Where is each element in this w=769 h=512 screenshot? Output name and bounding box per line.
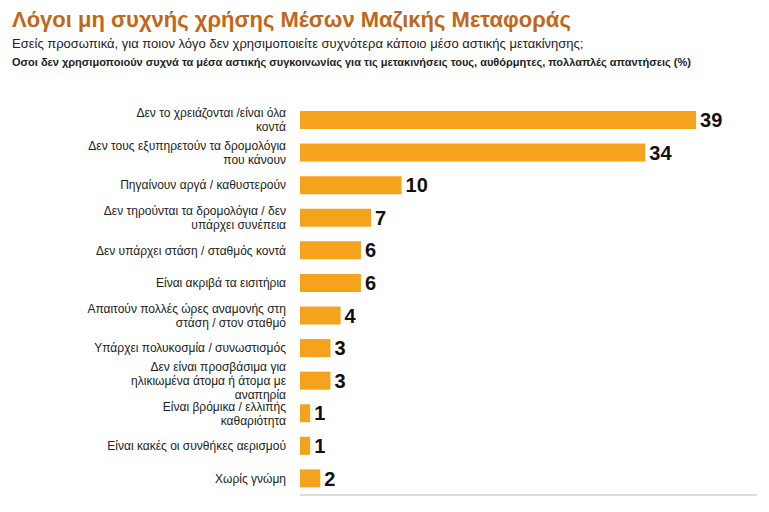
svg-text:Χωρίς γνώμη: Χωρίς γνώμη	[215, 472, 286, 486]
svg-text:Είναι κακές οι συνθήκες αερισμ: Είναι κακές οι συνθήκες αερισμού	[107, 439, 286, 453]
svg-text:Είναι βρόμικα / ελλιπήςκαθαριό: Είναι βρόμικα / ελλιπήςκαθαριότητα	[163, 400, 286, 428]
svg-text:3: 3	[334, 337, 345, 359]
svg-text:39: 39	[700, 109, 722, 131]
svg-text:Υπάρχει πολυκοσμία / συνωστισμ: Υπάρχει πολυκοσμία / συνωστισμός	[94, 341, 286, 355]
svg-text:3: 3	[334, 370, 345, 392]
svg-text:Δεν υπάρχει στάση / σταθμός κο: Δεν υπάρχει στάση / σταθμός κοντά	[96, 244, 286, 258]
svg-text:7: 7	[375, 207, 386, 229]
svg-text:Πηγαίνουν αργά / καθυστερούν: Πηγαίνουν αργά / καθυστερούν	[120, 178, 286, 192]
svg-text:2: 2	[324, 468, 335, 490]
svg-text:Απαιτούν πολλές ώρες αναμονής: Απαιτούν πολλές ώρες αναμονής στηστάση /…	[87, 302, 286, 330]
svg-text:1: 1	[314, 435, 325, 457]
svg-text:Δεν το χρειάζονται /είναι όλακ: Δεν το χρειάζονται /είναι όλακοντά	[136, 106, 286, 134]
html-text:Λόγοι μη συχνής χρήσης Μέσων Μ: Λόγοι μη συχνής χρήσης Μέσων Μαζικής Μετ…	[12, 7, 571, 32]
svg-text:Δεν τηρούνται τα δρομολόγια /: Δεν τηρούνται τα δρομολόγια / δενυπάρχει…	[104, 204, 286, 232]
svg-text:4: 4	[345, 305, 357, 327]
svg-text:34: 34	[649, 142, 672, 164]
svg-text:6: 6	[365, 239, 376, 261]
svg-text:1: 1	[314, 402, 325, 424]
svg-text:6: 6	[365, 272, 376, 294]
svg-text:Δεν είναι προσβάσιμα γιαηλικιω: Δεν είναι προσβάσιμα γιαηλικιωμένα άτομα…	[131, 360, 287, 402]
svg-text:10: 10	[406, 174, 428, 196]
html-text:Εσείς προσωπικά, για ποιον λόγ: Εσείς προσωπικά, για ποιον λόγο δεν χρησ…	[12, 36, 584, 51]
html-text:Οσοι δεν χρησιμοποιούν συχνά τ: Οσοι δεν χρησιμοποιούν συχνά τα μέσα αστ…	[12, 56, 691, 68]
svg-text:Δεν τους εξυπηρετούν τα δρομολ: Δεν τους εξυπηρετούν τα δρομολόγιαπου κά…	[88, 139, 286, 167]
svg-text:Είναι ακριβά τα εισιτήρια: Είναι ακριβά τα εισιτήρια	[156, 276, 286, 290]
